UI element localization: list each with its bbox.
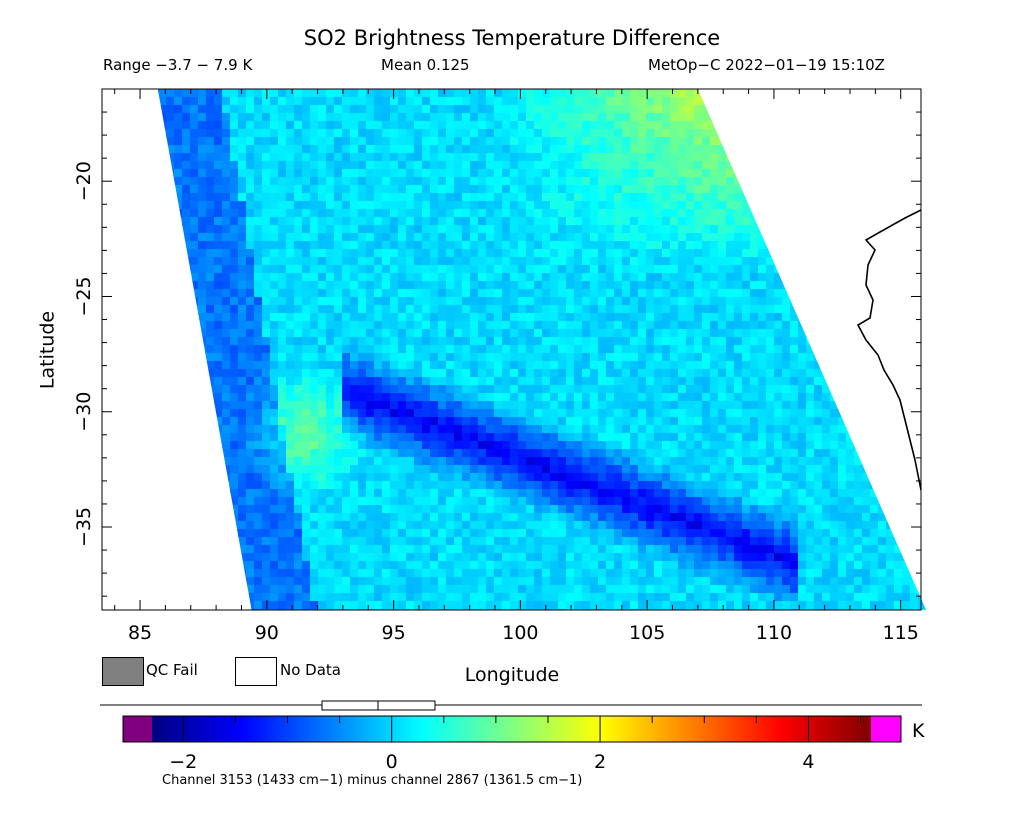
x-tick-label-90: 90 [255,622,279,644]
colorbar-gradient [152,716,871,742]
chart-title: SO2 Brightness Temperature Difference [303,26,721,50]
colorbar-tick-label--2: −2 [169,751,197,773]
colorbar-unit: K [912,720,925,742]
x-tick-label-95: 95 [382,622,406,644]
x-axis-label: Longitude [464,664,560,686]
no-data-label: No Data [280,661,341,679]
y-tick-label--30: −30 [73,392,95,432]
satellite-timestamp: MetOp−C 2022−01−19 15:10Z [648,56,885,74]
colorbar-tick-label-4: 4 [802,751,814,773]
qc-fail-label: QC Fail [146,661,198,679]
colorbar-tick-label-0: 0 [386,751,398,773]
colorbar-tick-label-2: 2 [594,751,606,773]
x-tick-label-85: 85 [128,622,152,644]
y-tick-label--25: −25 [73,276,95,316]
mean-text: Mean 0.125 [381,56,470,74]
x-tick-label-100: 100 [502,622,538,644]
coastline-australia [856,209,922,491]
y-tick-label--35: −35 [73,507,95,547]
x-tick-label-110: 110 [756,622,792,644]
qc-fail-swatch [102,657,144,686]
y-tick-label--20: −20 [73,161,95,201]
no-data-swatch [235,657,277,686]
y-axis-label: Latitude [36,310,59,390]
colorbar-frame [122,715,902,743]
x-tick-label-105: 105 [629,622,665,644]
channel-footnote: Channel 3153 (1433 cm−1) minus channel 2… [162,773,583,788]
colorbar-over [871,716,901,742]
swath-heatmap [157,89,927,610]
colorbar-under [123,716,152,742]
range-text: Range −3.7 − 7.9 K [103,56,253,74]
x-tick-label-115: 115 [883,622,919,644]
plot-frame [101,88,922,611]
